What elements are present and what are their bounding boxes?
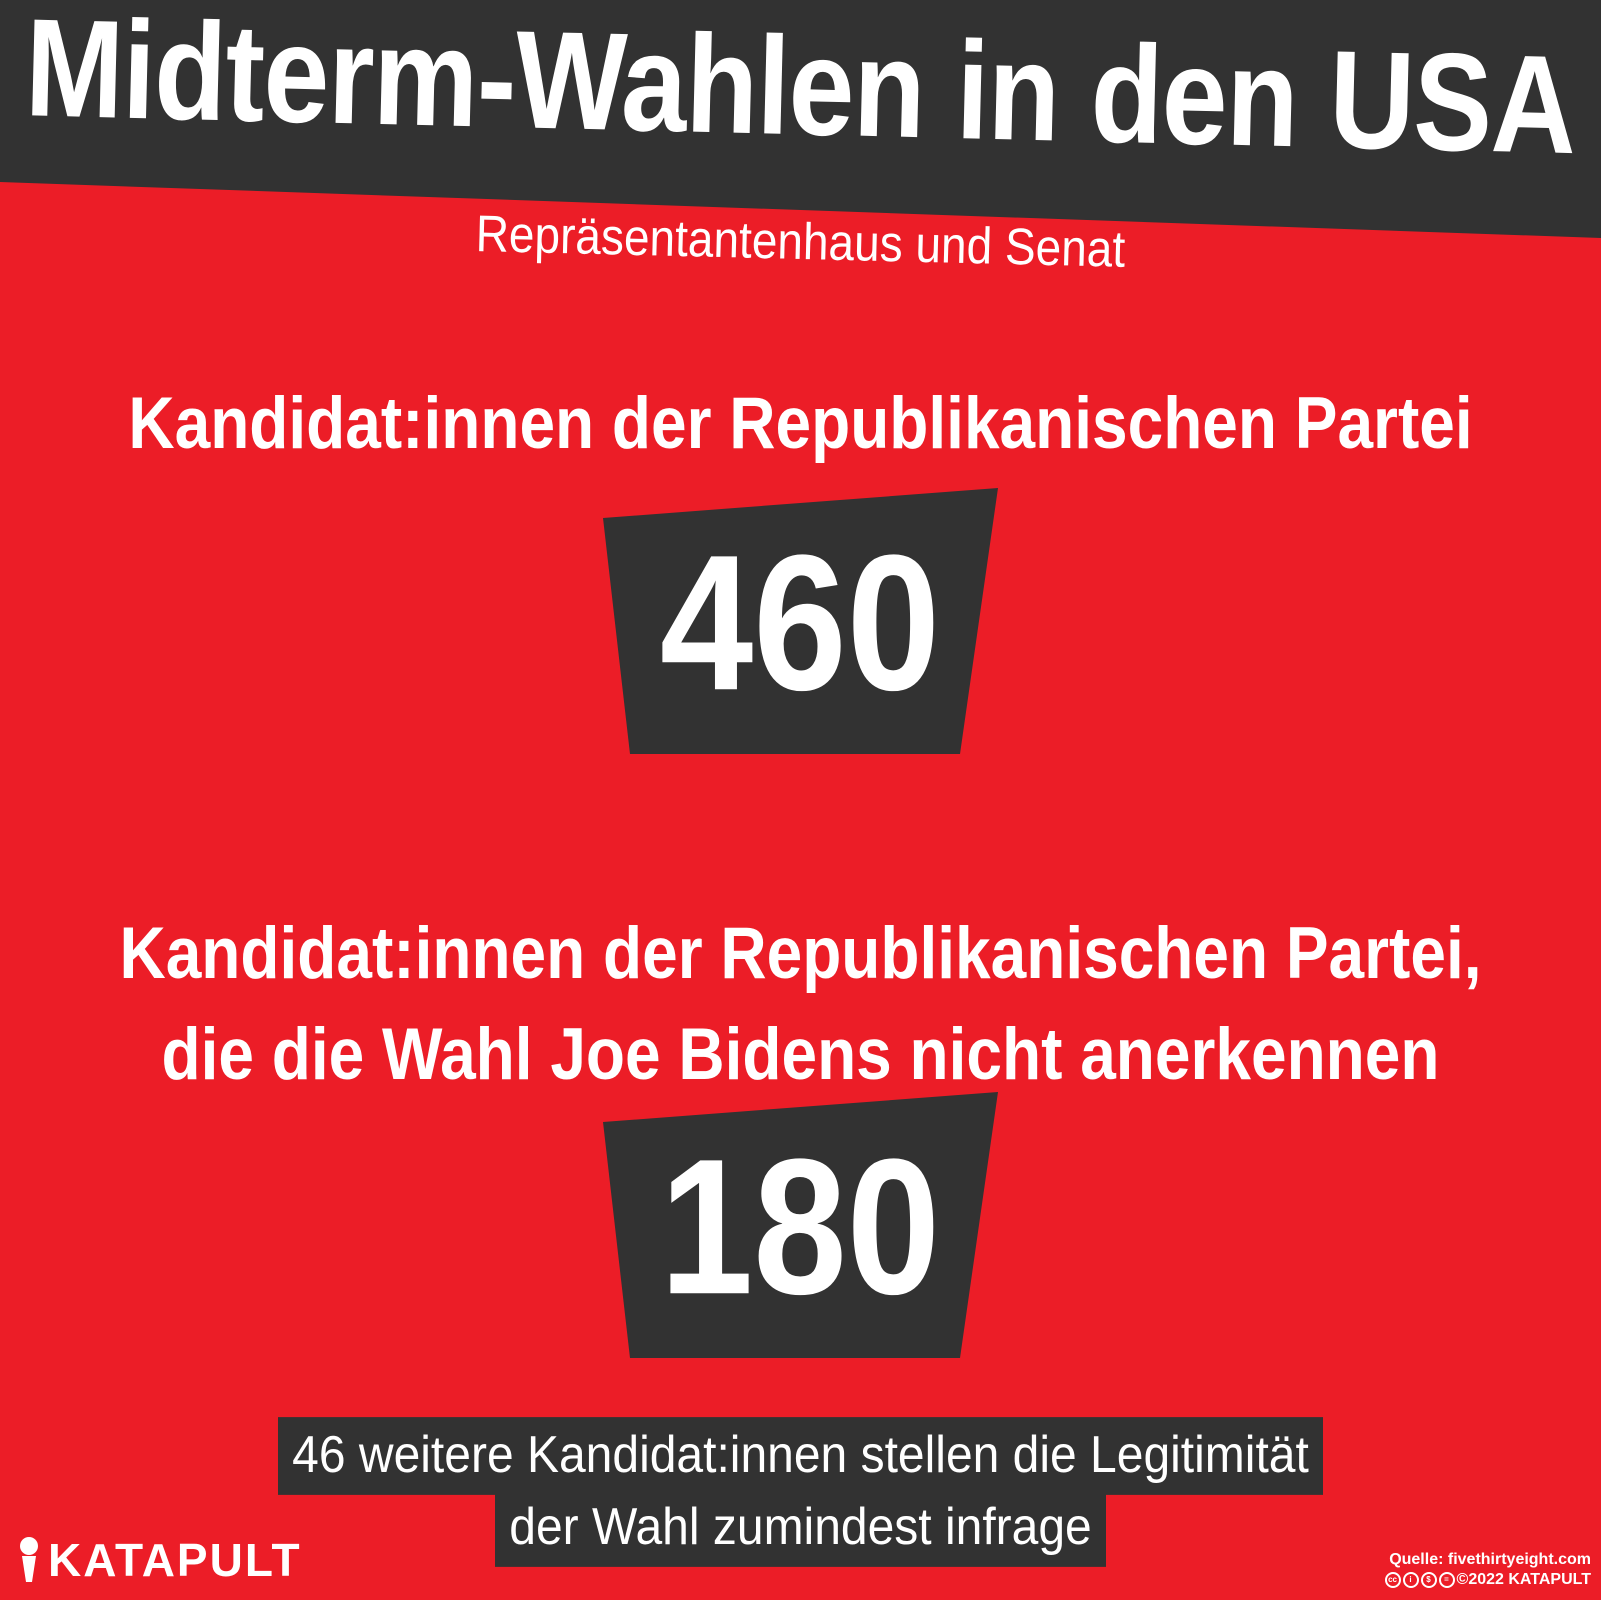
header-band <box>0 0 1601 240</box>
license-text: ©2022 KATAPULT <box>1456 1571 1591 1588</box>
stat-2-value: 180 <box>659 1118 941 1335</box>
header-background <box>0 0 1601 238</box>
stat-1-box-shape <box>603 488 998 754</box>
nc-icon: $ <box>1420 1572 1437 1588</box>
page-title: Midterm-Wahlen in den USA <box>23 0 1578 184</box>
footnote: 46 weitere Kandidat:innen stellen die Le… <box>0 1417 1601 1567</box>
stat-1-heading-line-1: Kandidat:innen der Republikanischen Part… <box>128 381 1473 464</box>
by-icon: i <box>1402 1572 1419 1588</box>
logo-text: KATAPULT <box>48 1534 302 1586</box>
katapult-logo-icon <box>20 1537 38 1582</box>
stat-2-box: 180 <box>600 1092 1000 1358</box>
nd-icon: = <box>1438 1572 1455 1588</box>
stat-2-box-shape <box>603 1092 998 1358</box>
source-text: Quelle: fivethirtyeight.com <box>1389 1551 1591 1568</box>
license-row: cc i $ = ©2022 KATAPULT <box>1384 1570 1591 1590</box>
license-year: 2022 KATAPULT <box>1468 1571 1591 1588</box>
stat-1-heading: Kandidat:innen der Republikanischen Part… <box>0 372 1601 473</box>
footnote-line-2: der Wahl zumindest infrage <box>495 1489 1106 1567</box>
footnote-line-1: 46 weitere Kandidat:innen stellen die Le… <box>278 1417 1323 1495</box>
stat-1-value: 460 <box>659 514 941 731</box>
cc-icon: cc <box>1384 1572 1401 1588</box>
stat-2-heading: Kandidat:innen der Republikanischen Part… <box>0 902 1601 1104</box>
katapult-logo: KATAPULT <box>16 1534 302 1586</box>
stat-2-heading-line-2: die die Wahl Joe Bidens nicht anerkennen <box>161 1012 1440 1096</box>
stat-1-box: 460 <box>600 488 1000 754</box>
source-credit: Quelle: fivethirtyeight.com cc i $ = ©20… <box>1384 1550 1591 1590</box>
stat-2-heading-line-1: Kandidat:innen der Republikanischen Part… <box>119 911 1482 994</box>
